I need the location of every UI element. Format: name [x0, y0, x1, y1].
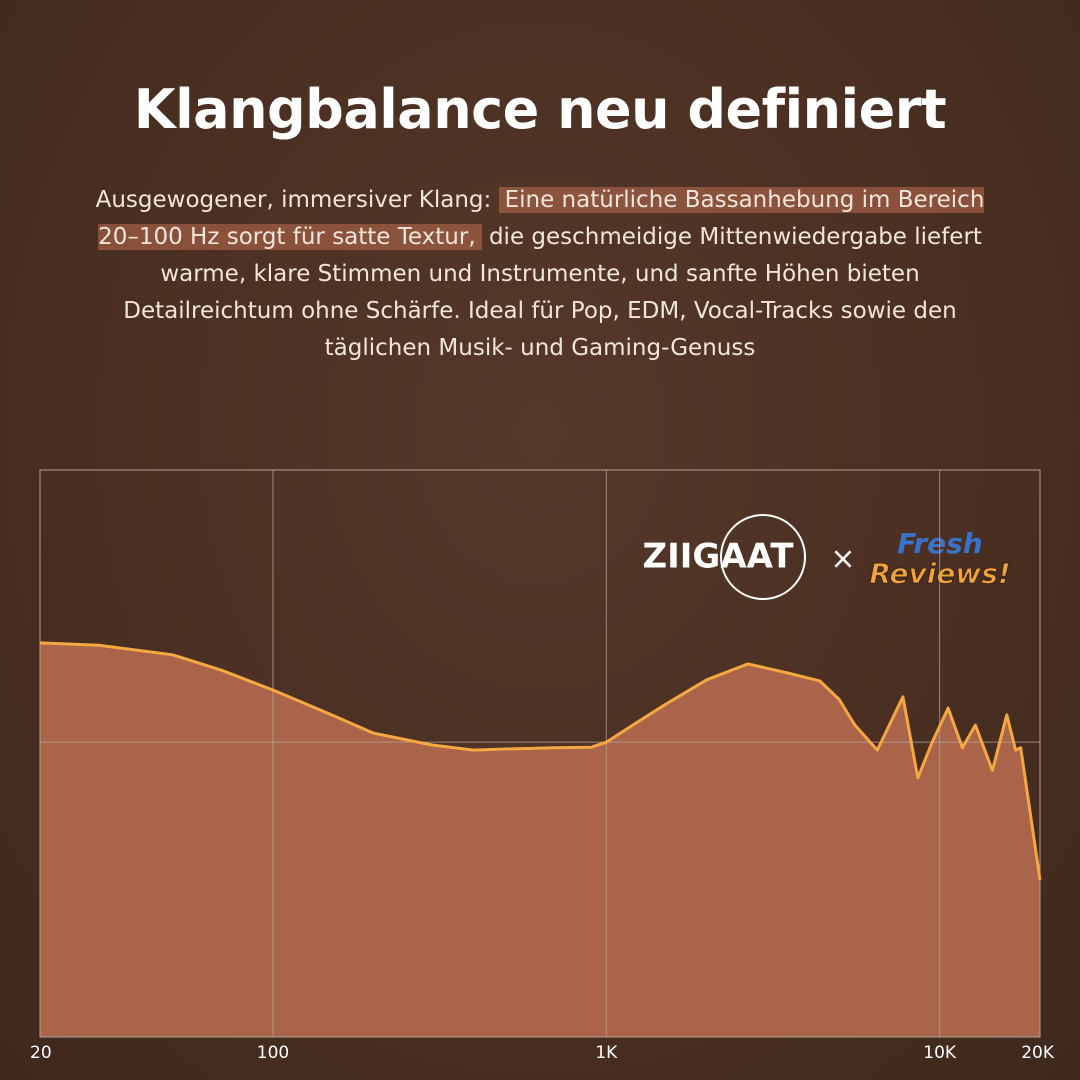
title: Klangbalance neu definiert — [133, 78, 947, 141]
brand-separator: × — [830, 542, 855, 577]
x-tick-label: 20K — [1021, 1043, 1055, 1063]
area-fill — [40, 642, 1040, 1037]
x-tick-label: 10K — [923, 1043, 957, 1063]
description: Ausgewogener, immersiver Klang: Eine nat… — [80, 182, 1000, 367]
logo-ring — [720, 514, 806, 600]
brand-logos: ZIIGAAT × Fresh Reviews! — [642, 514, 1011, 600]
brand-logo: ZIIGAAT — [642, 537, 794, 577]
x-tick-label: 100 — [257, 1043, 289, 1063]
response-line — [39, 641, 1042, 881]
description-text: Ausgewogener, immersiver Klang: — [95, 187, 499, 213]
x-tick-label: 1K — [595, 1043, 618, 1063]
description-text: die geschmeidige Mittenwiedergabe liefer… — [123, 224, 982, 361]
x-tick-label: 20 — [30, 1043, 52, 1063]
